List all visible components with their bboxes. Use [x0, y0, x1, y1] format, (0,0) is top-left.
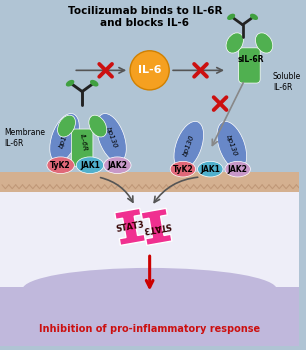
Ellipse shape: [174, 121, 203, 170]
Ellipse shape: [23, 268, 277, 311]
Bar: [0, 172, 299, 192]
Text: IL-6: IL-6: [138, 65, 161, 75]
Ellipse shape: [90, 80, 99, 86]
Text: STAT3: STAT3: [142, 220, 171, 234]
Text: Soluble
IL-6R: Soluble IL-6R: [273, 72, 301, 92]
Bar: [0, 182, 299, 297]
Text: JAK2: JAK2: [228, 164, 248, 174]
Text: sIL-6R: sIL-6R: [237, 55, 264, 64]
Text: Membrane
IL-6R: Membrane IL-6R: [4, 128, 45, 148]
Text: STAT3: STAT3: [115, 220, 145, 234]
Text: bp130: bp130: [225, 134, 238, 157]
Text: Inhibition of pro-inflammatory response: Inhibition of pro-inflammatory response: [39, 323, 260, 334]
Ellipse shape: [250, 14, 258, 20]
FancyBboxPatch shape: [71, 129, 93, 166]
Polygon shape: [115, 208, 145, 245]
Ellipse shape: [227, 14, 235, 20]
Ellipse shape: [170, 161, 196, 177]
Polygon shape: [141, 208, 172, 245]
Text: IL-6R: IL-6R: [79, 133, 88, 152]
Text: Tocilizumab binds to IL-6R
and blocks IL-6: Tocilizumab binds to IL-6R and blocks IL…: [68, 6, 222, 28]
Text: JAK2: JAK2: [107, 161, 127, 170]
Text: bp130: bp130: [182, 134, 196, 157]
Ellipse shape: [66, 80, 74, 86]
Ellipse shape: [89, 115, 107, 137]
Ellipse shape: [217, 121, 247, 170]
FancyBboxPatch shape: [239, 48, 260, 83]
Text: JAK1: JAK1: [80, 161, 100, 170]
Ellipse shape: [50, 113, 79, 162]
Ellipse shape: [226, 33, 243, 53]
Ellipse shape: [97, 113, 126, 162]
Ellipse shape: [58, 115, 76, 137]
Text: TyK2: TyK2: [50, 161, 71, 170]
Ellipse shape: [256, 33, 273, 53]
Ellipse shape: [198, 161, 223, 177]
Text: bp130: bp130: [58, 126, 71, 149]
Text: TyK2: TyK2: [173, 164, 193, 174]
Ellipse shape: [47, 157, 74, 174]
Text: JAK1: JAK1: [200, 164, 220, 174]
Ellipse shape: [76, 157, 104, 174]
Circle shape: [130, 51, 169, 90]
Bar: [0, 4, 299, 182]
Ellipse shape: [225, 161, 250, 177]
Bar: [0, 287, 299, 346]
Ellipse shape: [104, 157, 131, 174]
Text: bp130: bp130: [105, 126, 118, 149]
